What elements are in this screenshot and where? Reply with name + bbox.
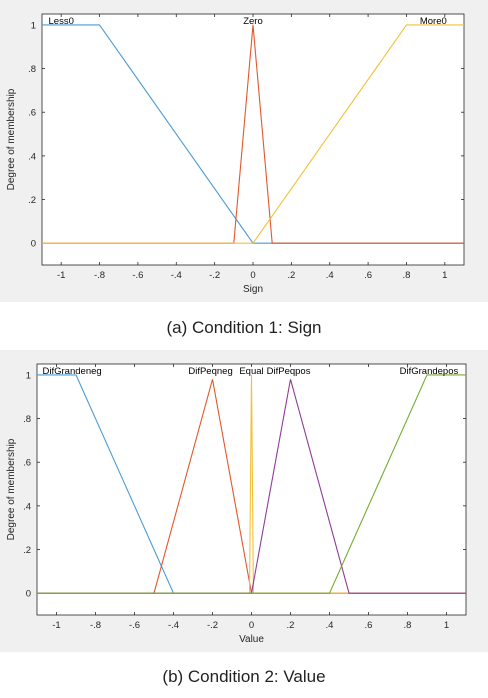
y-tick-label: .6 — [28, 108, 36, 119]
y-tick-label: .4 — [23, 501, 31, 512]
x-tick-label: .8 — [404, 620, 412, 631]
mf-label-more0: More0 — [420, 16, 447, 27]
x-tick-label: -.4 — [168, 620, 179, 631]
y-tick-label: .8 — [28, 64, 36, 75]
x-tick-label: 1 — [442, 270, 447, 281]
caption-condition-2: (b) Condition 2: Value — [162, 667, 326, 686]
y-tick-label: .2 — [23, 545, 31, 556]
mf-label-difgrandepos: DifGrandepos — [400, 366, 459, 377]
y-tick-label: .2 — [28, 195, 36, 206]
mf-label-equal: Equal — [239, 366, 263, 377]
x-tick-label: 0 — [249, 620, 254, 631]
mf-label-difpeqpos: DifPeqpos — [267, 366, 311, 377]
x-tick-label: -.2 — [207, 620, 218, 631]
x-axis-label: Value — [239, 634, 264, 645]
x-tick-label: -.6 — [129, 620, 140, 631]
chart-value: -1 -.8 -.6 -.4 -.2 0 .2 .4 .6 .8 1 0 .2 .4 .6 .8 1 Value D… — [6, 363, 467, 645]
series-line-difgrandepos — [37, 374, 466, 594]
x-tick-label: .6 — [364, 270, 372, 281]
x-tick-label: 0 — [250, 270, 255, 281]
y-axis-label: Degree of membership — [6, 88, 17, 190]
mf-label-difpeqneg: DifPeqneg — [188, 366, 232, 377]
x-axis-label: Sign — [243, 284, 263, 295]
x-tick-label: .4 — [326, 620, 334, 631]
x-tick-label: -1 — [52, 620, 60, 631]
chart-panel-sign: -1 -.8 -.6 -.4 -.2 0 .2 .4 .6 .8 1 0 .2 .4 .6 .8 1 Sign De… — [0, 0, 488, 302]
y-tick-label: 1 — [26, 370, 31, 381]
mf-label-less0: Less0 — [49, 16, 74, 27]
series-line-more0 — [42, 24, 464, 244]
mf-label-difgrandeneg: DifGrandeneg — [43, 366, 102, 377]
x-tick-label: -.4 — [171, 270, 182, 281]
caption-condition-1: (a) Condition 1: Sign — [166, 318, 322, 337]
x-tick-label: .4 — [326, 270, 334, 281]
chart-sign: -1 -.8 -.6 -.4 -.2 0 .2 .4 .6 .8 1 0 .2 .4 .6 .8 1 Sign De… — [6, 13, 465, 295]
x-tick-label: -.6 — [132, 270, 143, 281]
x-tick-label: .8 — [402, 270, 410, 281]
y-tick-label: 1 — [31, 20, 36, 31]
y-tick-label: .8 — [23, 414, 31, 425]
mf-label-zero: Zero — [243, 16, 263, 27]
x-tick-label: .6 — [365, 620, 373, 631]
y-axis-label: Degree of membership — [6, 438, 17, 540]
chart-panel-value: -1 -.8 -.6 -.4 -.2 0 .2 .4 .6 .8 1 0 .2 .4 .6 .8 1 Value D… — [0, 350, 488, 652]
x-tick-label: .2 — [287, 270, 295, 281]
x-tick-label: -.2 — [209, 270, 220, 281]
x-tick-label: -.8 — [94, 270, 105, 281]
y-tick-label: .4 — [28, 151, 36, 162]
y-tick-label: .6 — [23, 458, 31, 469]
plot-area — [41, 13, 465, 266]
y-tick-label: 0 — [31, 239, 36, 250]
x-tick-label: -1 — [57, 270, 65, 281]
x-tick-label: -.8 — [90, 620, 101, 631]
y-tick-label: 0 — [26, 589, 31, 600]
x-tick-label: .2 — [287, 620, 295, 631]
x-tick-label: 1 — [444, 620, 449, 631]
